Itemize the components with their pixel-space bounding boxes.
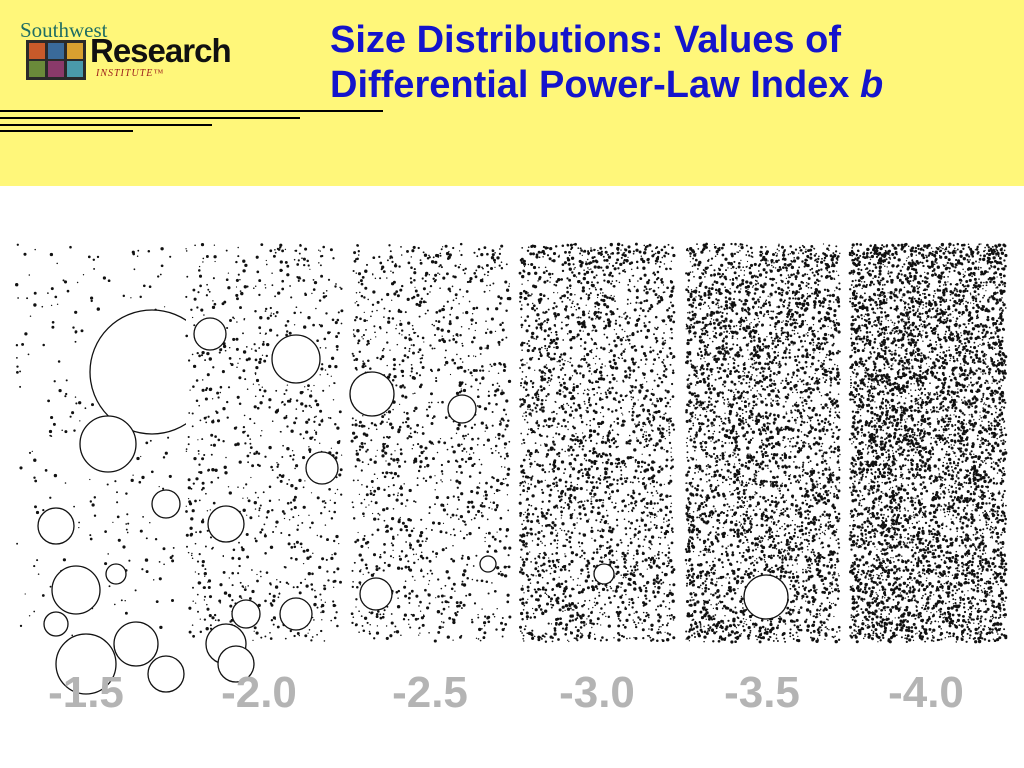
title-line-2: Differential Power-Law Index b bbox=[330, 63, 1020, 108]
crater-panel-4 bbox=[518, 242, 676, 643]
crater-panel-2 bbox=[185, 243, 344, 683]
crater-panel-6 bbox=[848, 242, 1008, 644]
panel-label-2: -2.0 bbox=[221, 668, 297, 717]
crater-panel-3 bbox=[349, 242, 512, 643]
panel-label-4: -3.0 bbox=[559, 668, 635, 717]
logo-southwest-text: Southwest bbox=[20, 18, 108, 42]
crater-panel-5 bbox=[684, 242, 841, 644]
swri-logo: Southwest Research INSTITUTE™ bbox=[16, 16, 236, 88]
logo-research-text: Research bbox=[90, 32, 232, 69]
panel-label-6: -4.0 bbox=[888, 668, 964, 717]
header-band bbox=[0, 0, 1024, 186]
crater-panel-1 bbox=[15, 243, 215, 695]
panel-label-1: -1.5 bbox=[48, 668, 124, 717]
slide-title: Size Distributions: Values of Differenti… bbox=[330, 18, 1020, 108]
panel-label-5: -3.5 bbox=[724, 668, 800, 717]
title-variable: b bbox=[860, 64, 884, 106]
panel-label-3: -2.5 bbox=[392, 668, 468, 717]
crater-panels bbox=[15, 242, 1008, 695]
logo-institute-text: INSTITUTE™ bbox=[96, 68, 165, 79]
decorative-rules bbox=[0, 110, 383, 132]
title-line-1: Size Distributions: Values of bbox=[330, 19, 841, 61]
logo-emblem-icon bbox=[26, 40, 86, 80]
title-line-2-text: Differential Power-Law Index bbox=[330, 64, 850, 106]
